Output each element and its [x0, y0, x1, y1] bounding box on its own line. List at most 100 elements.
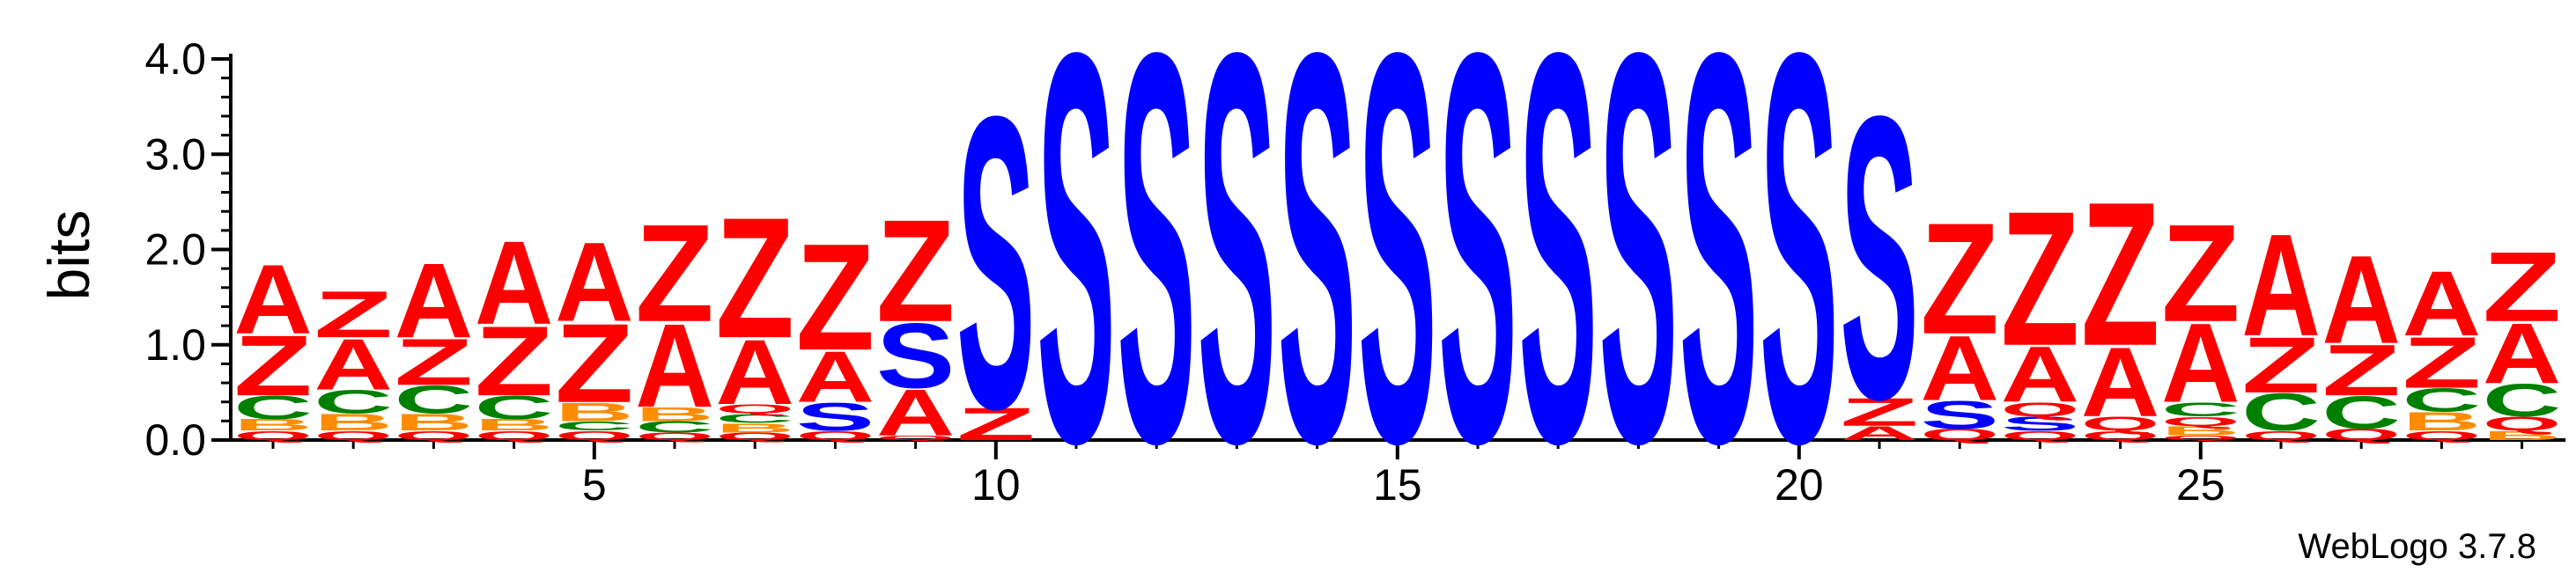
- logo-letter-s: S: [876, 304, 955, 407]
- logo-letter-a: A: [876, 376, 955, 450]
- logo-letter-q: Q: [395, 429, 473, 444]
- logo-letter-a: A: [716, 320, 794, 424]
- logo-letter-b: B: [555, 397, 633, 427]
- logo-letter-s: S: [1519, 0, 1598, 558]
- y-tick-label: 3.0: [144, 129, 206, 179]
- x-tick-label: 25: [2176, 460, 2225, 510]
- logo-letter-c: C: [233, 390, 312, 427]
- logo-letter-a: A: [475, 216, 553, 349]
- logo-letter-s: S: [1438, 0, 1517, 558]
- logo-letter-c: C: [314, 384, 393, 421]
- logo-letter-c: C: [395, 378, 473, 422]
- logo-letter-c: C: [2161, 399, 2240, 421]
- logo-letter-s: S: [1760, 0, 1838, 558]
- logo-letter-z: Z: [796, 211, 875, 381]
- logo-letter-a: A: [2001, 331, 2079, 419]
- logo-letter-b: B: [2403, 407, 2481, 437]
- logo-letter-s: S: [1198, 0, 1276, 558]
- logo-letter-z: Z: [2322, 330, 2401, 411]
- logo-letter-q: Q: [716, 401, 794, 416]
- logo-letter-a: A: [555, 220, 633, 346]
- logo-letter-z: Z: [314, 277, 393, 351]
- logo-letter-s: S: [1118, 0, 1196, 558]
- logo-letter-s: S: [1679, 0, 1758, 558]
- logo-letter-s: S: [2001, 413, 2079, 435]
- logo-letter-b: B: [395, 409, 473, 436]
- logo-letter-s: S: [1599, 0, 1678, 558]
- logo-letter-z: Z: [876, 189, 955, 352]
- logo-letter-z: Z: [2001, 171, 2079, 385]
- logo-letter-z: Z: [716, 181, 794, 374]
- logo-letter-q: Q: [233, 429, 312, 444]
- logo-letter-s: S: [796, 395, 875, 439]
- logo-letter-a: A: [395, 242, 473, 360]
- logo-letter-q: Q: [2001, 429, 2079, 444]
- logo-letter-z: Z: [2483, 231, 2561, 342]
- logo-letter-b: B: [2161, 423, 2240, 438]
- logo-letter-a: A: [2483, 305, 2561, 401]
- logo-letter-a: A: [2161, 301, 2240, 427]
- x-tick-label: 10: [971, 460, 1021, 510]
- logo-letter-z: Z: [2241, 321, 2320, 409]
- logo-letter-b: B: [716, 421, 794, 436]
- logo-letter-s: S: [1840, 33, 1918, 483]
- logo-letter-s: S: [956, 29, 1035, 495]
- y-tick-label: 1.0: [144, 320, 206, 370]
- logo-letter-q: Q: [2403, 429, 2481, 444]
- logo-letter-z: Z: [2081, 159, 2159, 388]
- logo-letter-q: Q: [876, 434, 955, 441]
- logo-letter-b: B: [233, 416, 312, 434]
- logo-letter-a: A: [1840, 422, 1918, 444]
- logo-letter-z: Z: [2403, 323, 2481, 404]
- logo-letter-q: Q: [2161, 434, 2240, 441]
- logo-letter-z: Z: [956, 399, 1035, 451]
- logo-letter-q: Q: [2322, 426, 2401, 444]
- logo-letter-s: S: [1278, 0, 1356, 558]
- logo-letter-z: Z: [635, 196, 713, 352]
- y-axis-label: bits: [36, 210, 101, 301]
- logo-letter-a: A: [233, 244, 312, 355]
- y-tick-label: 0.0: [144, 415, 206, 465]
- logo-letter-q: Q: [2483, 413, 2561, 435]
- logo-letter-z: Z: [2161, 196, 2240, 352]
- logo-letter-z: Z: [233, 318, 312, 414]
- logo-letter-a: A: [2403, 252, 2481, 356]
- logo-letter-c: C: [635, 418, 713, 436]
- weblogo-credit: WebLogo 3.7.8: [2298, 527, 2536, 566]
- logo-letter-q: Q: [2081, 429, 2159, 444]
- logo-letter-z: Z: [555, 301, 633, 427]
- logo-letter-z: Z: [1921, 189, 1999, 367]
- logo-letter-s: S: [1037, 0, 1115, 558]
- logo-letter-q: Q: [796, 429, 875, 444]
- logo-letter-z: Z: [395, 325, 473, 399]
- logo-letter-z: Z: [475, 306, 553, 417]
- x-axis: 5 10 15 20 25: [231, 438, 2566, 510]
- y-tick-label: 2.0: [144, 225, 206, 275]
- x-tick-label: 15: [1373, 460, 1422, 510]
- x-tick-label: 20: [1775, 460, 1824, 510]
- logo-letter-q: Q: [2081, 413, 2159, 435]
- logo-letter-q: Q: [2241, 429, 2320, 444]
- logo-letter-c: C: [2483, 375, 2561, 427]
- logo-stacks: QBCZAQBCAZQBCZAQBCZAQCBZAQCBAZQBCQAZQSAZ…: [233, 0, 2561, 558]
- logo-letter-q: Q: [635, 430, 713, 442]
- logo-letter-c: C: [2241, 383, 2320, 442]
- y-axis: 0.0 1.0 2.0 3.0 4.0: [144, 34, 233, 465]
- logo-letter-z: Z: [1840, 391, 1918, 435]
- logo-letter-s: S: [1921, 393, 1999, 437]
- logo-letter-c: C: [555, 419, 633, 434]
- logo-letter-a: A: [2081, 327, 2159, 437]
- logo-letter-q: Q: [555, 429, 633, 444]
- logo-letter-q: Q: [2001, 399, 2079, 421]
- logo-letter-c: C: [2322, 387, 2401, 439]
- logo-letter-b: B: [314, 409, 393, 436]
- logo-letter-b: B: [475, 416, 553, 434]
- logo-letter-s: S: [1358, 0, 1436, 558]
- logo-letter-a: A: [635, 299, 713, 432]
- logo-letter-a: A: [314, 325, 393, 406]
- y-tick-label: 4.0: [144, 34, 206, 84]
- logo-letter-q: Q: [2161, 414, 2240, 429]
- logo-letter-c: C: [2403, 382, 2481, 419]
- logo-letter-q: Q: [1921, 426, 1999, 444]
